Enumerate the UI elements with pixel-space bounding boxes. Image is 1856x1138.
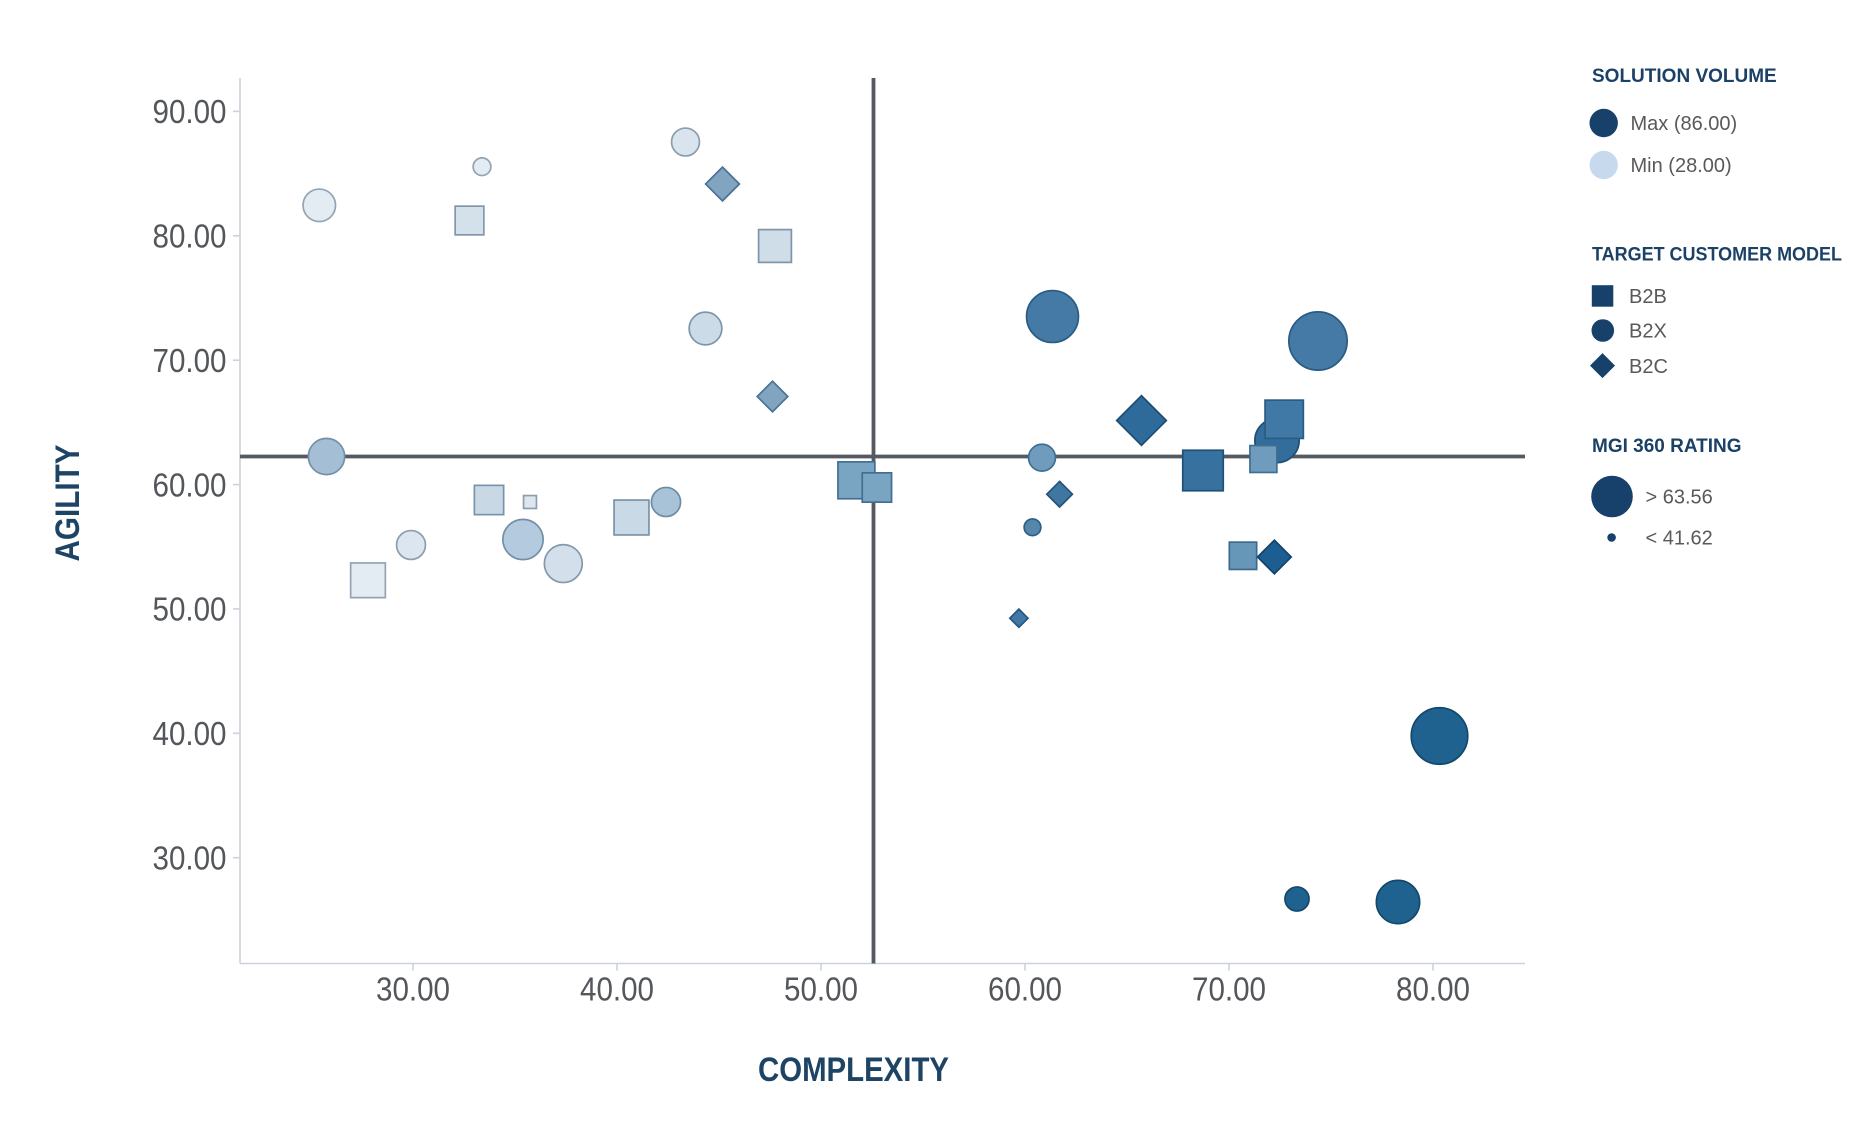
svg-text:60.00: 60.00 (153, 466, 227, 503)
svg-text:> 63.56: > 63.56 (1646, 487, 1713, 509)
svg-text:80.00: 80.00 (1396, 971, 1470, 1008)
svg-text:70.00: 70.00 (153, 342, 227, 379)
svg-text:60.00: 60.00 (988, 971, 1062, 1008)
svg-text:B2B: B2B (1629, 286, 1667, 308)
svg-text:30.00: 30.00 (376, 971, 450, 1008)
svg-text:< 41.62: < 41.62 (1646, 528, 1713, 550)
svg-text:SOLUTION VOLUME: SOLUTION VOLUME (1592, 66, 1777, 87)
svg-text:Min (28.00): Min (28.00) (1631, 155, 1732, 177)
svg-text:50.00: 50.00 (153, 591, 227, 628)
svg-text:COMPLEXITY: COMPLEXITY (758, 1051, 949, 1089)
svg-text:TARGET CUSTOMER MODEL: TARGET CUSTOMER MODEL (1592, 245, 1842, 266)
svg-text:B2C: B2C (1629, 356, 1668, 378)
svg-text:40.00: 40.00 (153, 715, 227, 752)
svg-text:AGILITY: AGILITY (49, 444, 87, 561)
svg-text:80.00: 80.00 (153, 218, 227, 255)
svg-text:90.00: 90.00 (153, 93, 227, 130)
svg-text:70.00: 70.00 (1192, 971, 1266, 1008)
svg-text:Max (86.00): Max (86.00) (1631, 113, 1738, 135)
svg-text:B2X: B2X (1629, 321, 1667, 343)
svg-text:30.00: 30.00 (153, 839, 227, 876)
svg-text:40.00: 40.00 (580, 971, 654, 1008)
svg-text:50.00: 50.00 (784, 971, 858, 1008)
svg-text:MGI 360 RATING: MGI 360 RATING (1592, 436, 1742, 457)
